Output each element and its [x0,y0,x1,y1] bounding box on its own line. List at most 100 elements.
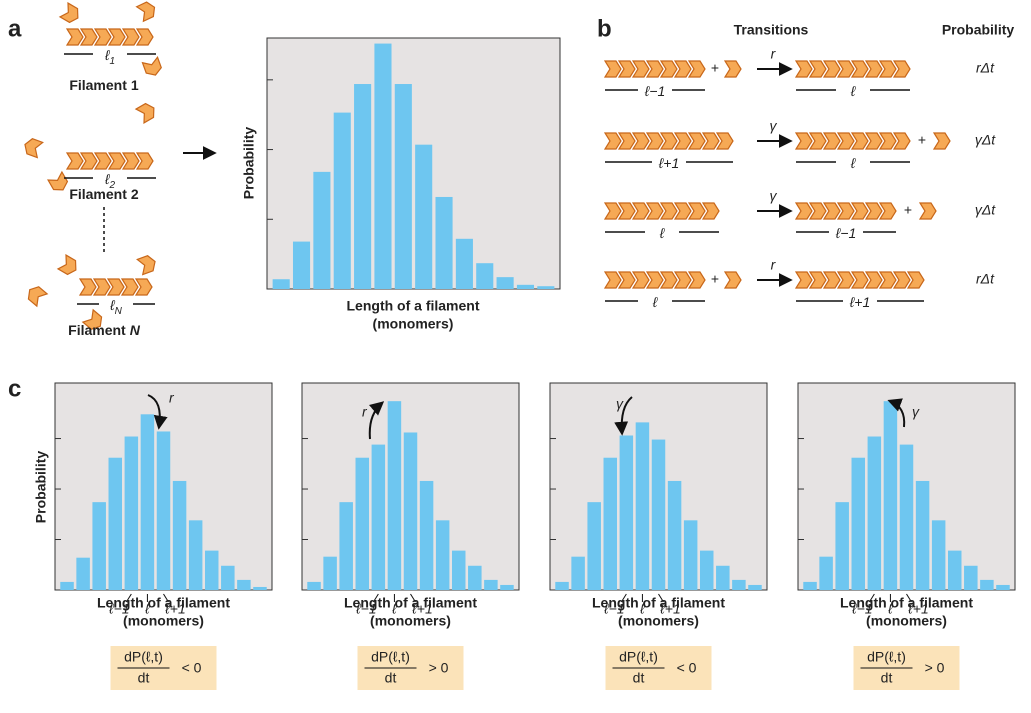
monomer [701,132,720,150]
rate: γ [770,188,778,204]
monomer [603,60,622,78]
monomer [878,60,897,78]
bar [964,565,978,590]
filament [603,202,720,220]
monomer [645,60,664,78]
monomer [135,1,156,23]
bar [403,432,418,590]
bar [323,556,337,590]
bar [172,480,187,590]
monomer [65,152,84,170]
bar [931,520,946,590]
annotation-arrow [147,394,168,430]
monomer [687,202,706,220]
monomer [864,132,883,150]
bar [387,401,402,590]
plus: + [918,132,926,148]
length-symbol: ℓ [850,83,856,99]
monomer [822,60,841,78]
bar [204,550,219,590]
monomer [58,2,79,24]
monomer [141,56,162,76]
formula-denominator: dt [385,670,397,686]
monomer [136,255,156,276]
bar [188,520,203,590]
bar [76,557,90,590]
annotation: γ [912,404,920,420]
monomer [808,60,827,78]
filament [603,271,706,289]
x-axis-label: Length of a filament [347,298,480,314]
formula-relation: < 0 [182,660,202,676]
bar [716,565,730,590]
length-label: ℓ−1 [644,83,666,99]
monomer [836,60,855,78]
monomer [645,132,664,150]
filament-word: Filament [69,186,127,202]
monomer [836,271,855,289]
bar [451,550,466,590]
length-label: ℓ [652,294,658,310]
annotation: r [169,390,175,406]
x-axis-unit: (monomers) [373,316,454,332]
bar [435,520,450,590]
bar [496,277,514,289]
probability: rΔt [976,271,995,287]
monomer [121,152,140,170]
formula-relation: > 0 [925,660,945,676]
monomer [687,271,706,289]
monomer [631,271,650,289]
length-label: ℓ1 [104,47,115,67]
bar [468,565,482,590]
monomer [836,202,855,220]
annotation-arrow [887,398,906,428]
filament-index: N [130,322,141,338]
length-symbol: ℓ [104,47,110,63]
monomer [603,202,622,220]
plot-area [266,37,561,290]
length-label: ℓ+1 [658,155,680,171]
x-tick [658,593,664,603]
bar [237,579,251,590]
panel-label: a [8,15,22,42]
length-symbol: ℓ [109,297,115,313]
rate: r [771,46,777,62]
x-tick [163,593,169,603]
monomer [47,170,69,191]
bar [732,579,746,590]
y-axis-label: Probability [241,127,257,200]
monomer [673,60,692,78]
monomer [65,28,84,46]
plus: + [711,271,719,287]
monomer [878,271,897,289]
x-tick [620,593,627,603]
filament [603,60,706,78]
bar [60,581,74,590]
bar [476,263,494,289]
bar [419,480,434,590]
length-index: 2 [108,180,115,191]
monomer [892,132,911,150]
x-axis-label: Length of a filament [592,595,725,611]
monomer [850,202,869,220]
bar [333,112,351,289]
monomer [850,132,869,150]
filament-index: 1 [131,77,139,93]
length-symbol: ℓ [850,155,856,171]
monomer [878,202,897,220]
x-tick [410,593,416,603]
x-axis-unit: (monomers) [618,613,699,629]
formula-numerator: dP(ℓ,t) [619,649,658,665]
monomer [603,271,622,289]
monomer [687,60,706,78]
rate: γ [770,118,778,134]
monomer [631,132,650,150]
bar [587,502,601,590]
bar [435,196,453,289]
monomer [121,28,140,46]
annotation-arrow [614,396,633,436]
monomer [906,271,925,289]
x-tick-label: ℓ+1 [164,601,186,617]
monomer [631,202,650,220]
